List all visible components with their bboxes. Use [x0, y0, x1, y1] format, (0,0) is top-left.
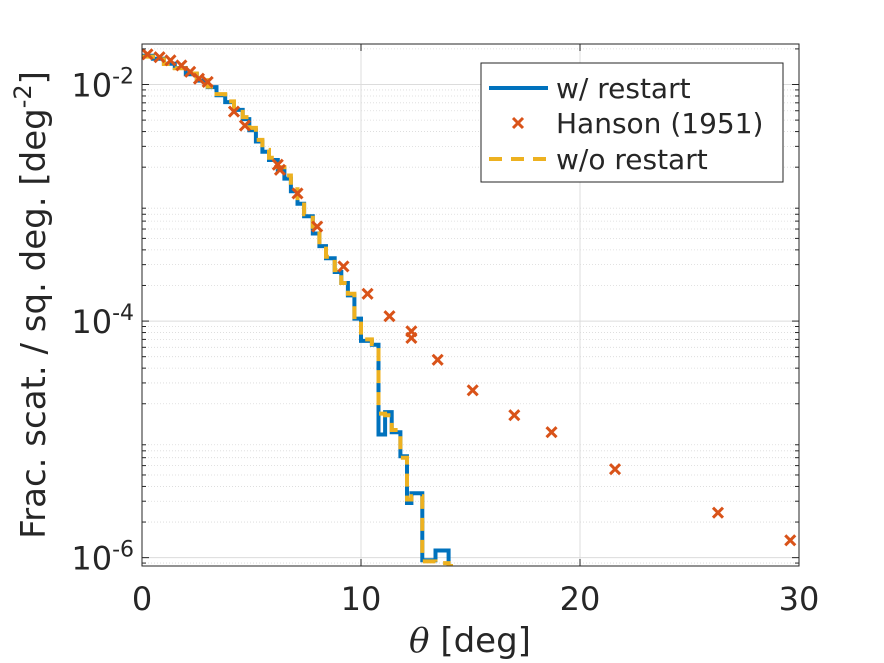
hanson-marker [273, 163, 287, 176]
hanson-marker-stroke [273, 163, 287, 176]
hanson-marker-stroke [238, 119, 251, 132]
legend: w/ restart Hanson (1951) w/o restart [480, 62, 784, 183]
hanson-marker-stroke [153, 51, 166, 64]
x-axis-unit: [deg] [430, 621, 531, 661]
y-axis-label: Frac. scat. / sq. deg. [deg-2] [9, 71, 54, 539]
hanson-marker-stroke [192, 72, 206, 85]
hanson-marker [383, 310, 396, 323]
hanson-marker-stroke [164, 54, 177, 67]
x-tick-labels: 0 10 20 30 [132, 580, 820, 618]
hanson-marker-stroke [361, 287, 374, 300]
hanson-marker-stroke [466, 384, 479, 397]
hanson-marker [361, 287, 374, 300]
ticks-layer [141, 44, 800, 566]
hanson-marker-stroke [227, 105, 241, 118]
y-axis-label-exp: -2 [9, 84, 37, 108]
hanson-marker [784, 534, 797, 547]
hanson-marker [711, 506, 725, 519]
axes-box [141, 43, 800, 567]
hanson-marker [153, 51, 166, 64]
hanson-marker-stroke [508, 409, 521, 422]
hanson-marker-stroke [431, 353, 444, 366]
hanson-marker-stroke [784, 534, 797, 547]
hanson-marker [545, 426, 558, 439]
hanson-marker-stroke [545, 426, 558, 439]
hanson-marker-stroke [271, 158, 284, 171]
x-tick-label: 0 [132, 580, 152, 618]
hanson-marker-stroke [311, 220, 324, 233]
y-tick-base: 10 [71, 303, 112, 341]
hanson-marker-stroke [608, 463, 622, 476]
hanson-marker [508, 409, 521, 422]
x-tick-label: 30 [779, 580, 820, 618]
legend-label-hanson: Hanson (1951) [556, 107, 763, 140]
y-tick-base: 10 [71, 540, 112, 578]
y-axis-label-main: Frac. scat. / sq. deg. [deg [14, 108, 54, 539]
hanson-marker-stroke [383, 310, 396, 323]
hanson-marker-stroke [184, 65, 197, 78]
y-tick-label: 10-2 [71, 65, 134, 105]
hanson-marker-stroke [711, 506, 725, 519]
y-tick-label: 10-6 [71, 538, 134, 578]
hanson-marker-stroke [337, 260, 350, 273]
x-tick-label: 10 [341, 580, 382, 618]
x-tick-label: 20 [560, 580, 601, 618]
x-axis-symbol: θ [409, 621, 429, 661]
hanson-marker [201, 75, 214, 89]
hanson-marker [238, 119, 251, 132]
y-tick-exponent: -2 [112, 65, 134, 90]
hanson-marker-stroke [405, 331, 418, 345]
y-tick-base: 10 [71, 67, 112, 105]
legend-label-w-restart: w/ restart [556, 72, 691, 105]
hanson-marker-stroke [201, 75, 214, 89]
hanson-marker [608, 463, 622, 476]
y-tick-exponent: -6 [112, 538, 134, 563]
series-layer [142, 48, 797, 566]
hanson-marker [337, 260, 350, 273]
hanson-marker [466, 384, 479, 397]
hanson-marker-stroke [142, 48, 154, 61]
hanson-marker-stroke [175, 59, 188, 72]
hanson-marker [164, 54, 177, 67]
legend-label-wo-restart: w/o restart [556, 143, 708, 176]
hanson-marker [142, 48, 154, 61]
hanson-marker [405, 331, 418, 345]
hanson-marker [311, 220, 324, 233]
hanson-marker [175, 59, 188, 72]
hanson-marker [291, 187, 304, 200]
series-w-restart-line [142, 53, 453, 566]
y-tick-label: 10-4 [71, 301, 134, 341]
legend-marker-hanson [511, 116, 525, 130]
hanson-marker [227, 105, 241, 118]
y-axis-label-close: ] [14, 71, 54, 84]
hanson-marker [192, 72, 206, 85]
hanson-marker-stroke [291, 187, 304, 200]
legend-box [480, 62, 784, 183]
hanson-marker [431, 353, 444, 366]
y-tick-exponent: -4 [112, 301, 134, 326]
x-axis-label: θ [deg] [409, 621, 531, 661]
y-tick-labels: 10-210-410-6 [71, 65, 134, 578]
